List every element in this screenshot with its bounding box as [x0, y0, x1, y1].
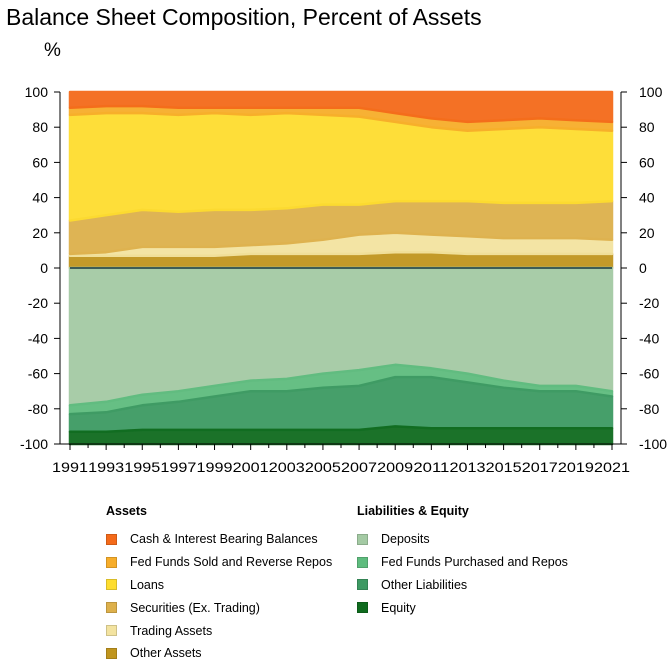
legend-label: Fed Funds Sold and Reverse Repos [130, 555, 333, 570]
legend-item-other-liabilities: Other Liabilities [357, 574, 568, 597]
legend-item-fed-funds-sold: Fed Funds Sold and Reverse Repos [106, 551, 332, 574]
x-tick-label: 2017 [522, 459, 558, 475]
legend-swatch [106, 579, 117, 591]
legend-item-other-assets: Other Assets [106, 642, 332, 665]
x-tick-label: 2003 [269, 459, 305, 475]
y-tick-label-right: 40 [639, 190, 655, 206]
y-tick-label-left: -40 [28, 330, 48, 346]
y-tick-label-left: 80 [32, 119, 48, 135]
x-tick-label: 2009 [377, 459, 413, 475]
x-tick-label: 1995 [124, 459, 160, 475]
x-tick-label: 1991 [52, 459, 88, 475]
y-tick-label-right: 80 [639, 119, 655, 135]
legend-item-fed-funds-purchased: Fed Funds Purchased and Repos [357, 551, 568, 574]
legend-label: Trading Assets [130, 623, 213, 638]
legend-label: Loans [130, 577, 165, 592]
legend-swatch [357, 579, 368, 591]
x-tick-label: 2005 [305, 459, 341, 475]
y-tick-label-left: 0 [40, 260, 48, 276]
legend-label: Other Assets [130, 646, 202, 661]
legend-liabilities-equity: Liabilities & Equity Deposits Fed Funds … [357, 504, 568, 619]
y-tick-label-right: -60 [639, 366, 659, 382]
y-tick-label-left: -20 [28, 295, 48, 311]
y-tick-label-left: 20 [32, 225, 48, 241]
legend-label: Other Liabilities [381, 577, 468, 592]
legend-swatch [106, 556, 117, 568]
legend-item-trading-assets: Trading Assets [106, 619, 332, 642]
y-tick-label-left: 100 [25, 84, 49, 100]
legend-label: Cash & Interest Bearing Balances [130, 532, 318, 547]
y-tick-label-right: 100 [639, 84, 663, 100]
y-tick-label-right: 0 [639, 260, 647, 276]
x-tick-label: 1993 [88, 459, 124, 475]
y-tick-label-left: -60 [28, 366, 48, 382]
x-tick-label: 2015 [486, 459, 522, 475]
x-tick-label: 2013 [449, 459, 485, 475]
legend-item-equity: Equity [357, 596, 568, 619]
y-tick-label-left: 40 [32, 190, 48, 206]
legend-swatch [106, 533, 117, 545]
x-tick-label: 2011 [413, 459, 449, 475]
y-tick-label-left: -80 [28, 401, 48, 417]
legend-item-deposits: Deposits [357, 528, 568, 551]
legend-swatch [357, 556, 368, 568]
legend-item-cash: Cash & Interest Bearing Balances [106, 528, 332, 551]
x-tick-label: 2021 [594, 459, 630, 475]
y-axis-unit-label: % [44, 40, 61, 61]
asset-area-cash-interest-bearing-balances [68, 90, 614, 124]
x-tick-label: 2007 [341, 459, 377, 475]
legend-item-loans: Loans [106, 574, 332, 597]
legend-item-securities: Securities (Ex. Trading) [106, 596, 332, 619]
x-tick-label: 1999 [197, 459, 233, 475]
y-tick-label-left: -100 [20, 436, 48, 452]
y-tick-label-right: 20 [639, 225, 655, 241]
y-tick-label-right: -40 [639, 330, 659, 346]
legend-swatch [106, 647, 117, 659]
y-tick-label-right: -20 [639, 295, 659, 311]
legend-swatch [106, 602, 117, 614]
x-tick-label: 2019 [558, 459, 594, 475]
legend-heading-assets: Assets [106, 504, 147, 518]
legend-label: Equity [381, 600, 416, 615]
legend-label: Securities (Ex. Trading) [130, 600, 260, 615]
y-tick-label-right: -100 [639, 436, 667, 452]
y-tick-label-right: -80 [639, 401, 659, 417]
legend-assets: Assets Cash & Interest Bearing Balances … [106, 504, 332, 665]
stacked-area-chart: 100 100 80 80 60 60 40 40 20 20 0 0 -20 -20 -40 -40 -60 -… [20, 84, 667, 475]
legend-label: Deposits [381, 532, 430, 547]
legend-swatch [357, 602, 368, 614]
legend-swatch [357, 533, 368, 545]
chart-title: Balance Sheet Composition, Percent of As… [6, 4, 482, 30]
y-tick-label-right: 60 [639, 154, 655, 170]
x-tick-label: 1997 [160, 459, 196, 475]
y-tick-label-left: 60 [32, 154, 48, 170]
legend-swatch [106, 625, 117, 637]
x-tick-label: 2001 [233, 459, 269, 475]
legend-label: Fed Funds Purchased and Repos [381, 555, 568, 570]
liability-area-equity [68, 425, 614, 446]
legend-heading-liabilities-equity: Liabilities & Equity [357, 504, 469, 518]
